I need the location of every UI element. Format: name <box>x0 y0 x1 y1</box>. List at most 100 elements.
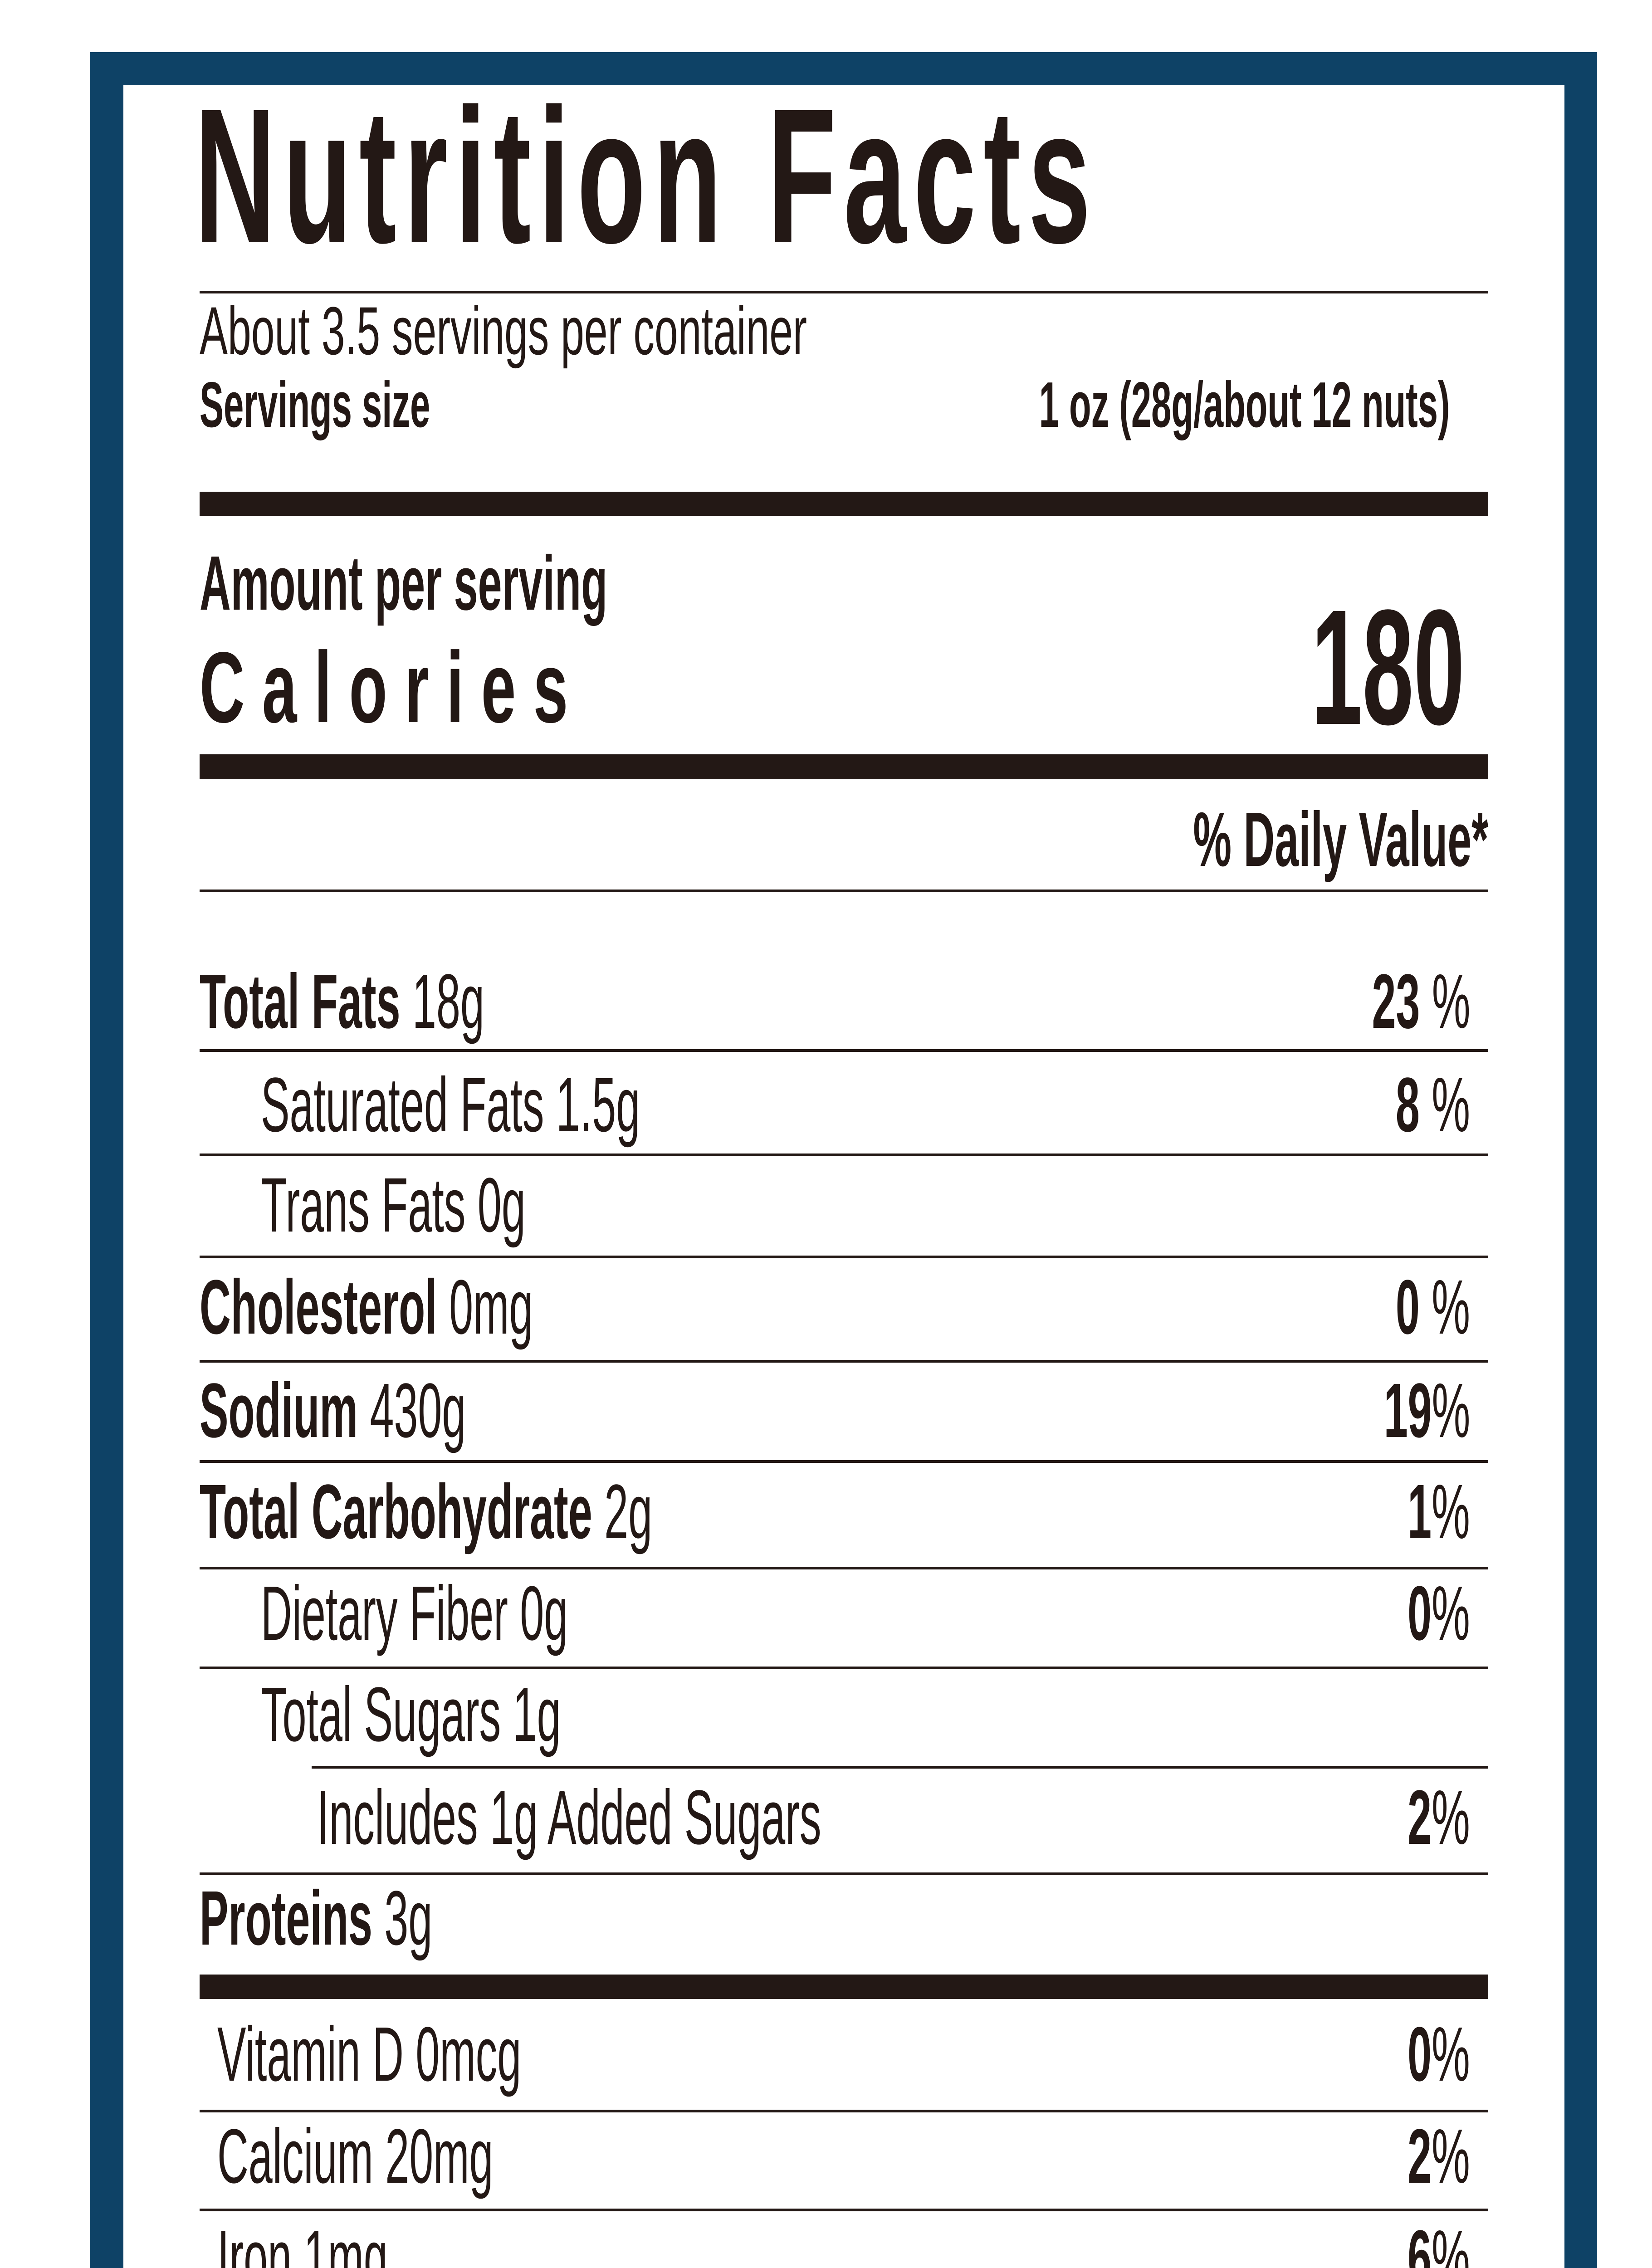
nutrient-dv-added-sugars: 2% <box>1359 1779 1470 1856</box>
dv-sign: % <box>1432 1469 1470 1555</box>
dv-sign: % <box>1432 1368 1470 1454</box>
dv-number: 0 <box>1408 1570 1432 1657</box>
dv-number: 2 <box>1408 2113 1432 2200</box>
nutrient-amount: 0g <box>520 1570 568 1657</box>
dv-number: 1 <box>1408 1469 1432 1555</box>
daily-value-header-text: % Daily Value* <box>1193 797 1488 883</box>
vitamin-name: Vitamin D <box>217 2011 404 2097</box>
row-divider <box>200 1567 1488 1569</box>
label-title: Nutrition Facts <box>195 80 1652 272</box>
daily-value-divider <box>200 890 1488 892</box>
dv-sign: % <box>1432 1774 1470 1861</box>
nutrient-row-added-sugars: Includes 1g Added Sugars <box>317 1779 1217 1856</box>
dv-sign: % <box>1419 1264 1470 1350</box>
nutrient-dv-saturated-fats: 8 % <box>1337 1066 1470 1144</box>
dv-number: 2 <box>1408 1774 1432 1861</box>
nutrient-amount: 1g <box>513 1672 561 1758</box>
row-divider <box>200 1256 1488 1258</box>
vitamin-amount: 0mcg <box>415 2011 522 2097</box>
vitamin-row-vitamin-d: Vitamin D 0mcg <box>217 2016 760 2093</box>
nutrient-dv-total-fats: 23 % <box>1295 963 1470 1040</box>
nutrient-dv-cholesterol: 0 % <box>1337 1269 1470 1346</box>
vitamin-name: Calcium <box>217 2113 373 2200</box>
amount-per-serving-text: Amount per serving <box>200 540 608 626</box>
row-divider <box>200 2209 1488 2211</box>
dv-number: 8 <box>1395 1062 1420 1148</box>
dv-sign: % <box>1419 1062 1470 1148</box>
vitamin-amount: 20mg <box>385 2113 494 2200</box>
nutrient-amount: 430g <box>370 1368 466 1454</box>
nutrient-name: Total Carbohydrate <box>200 1469 592 1555</box>
dv-sign: % <box>1432 2011 1470 2097</box>
dv-number: 23 <box>1372 958 1420 1045</box>
nutrient-name: Total Fats <box>200 958 401 1045</box>
calories-label-text: Calories <box>200 631 586 744</box>
calories-value-text: 180 <box>1311 575 1465 759</box>
nutrient-row-total-carbohydrate: Total Carbohydrate 2g <box>200 1473 1008 1550</box>
serving-size-label-text: Servings size <box>200 369 430 441</box>
vitamin-dv-iron: 6% <box>1359 2219 1470 2268</box>
nutrient-name: Includes 1g Added Sugars <box>317 1774 821 1861</box>
vitamin-dv-vitamin-d: 0% <box>1359 2016 1470 2093</box>
dv-sign: % <box>1432 1570 1470 1657</box>
row-divider <box>200 1460 1488 1463</box>
nutrient-name: Total Sugars <box>261 1672 501 1758</box>
calories-label: Calories <box>200 637 822 738</box>
servings-per-container-text: About 3.5 servings per container <box>200 293 807 369</box>
serving-size-value-text: 1 oz (28g/about 12 nuts) <box>1039 369 1450 441</box>
dv-number: 6 <box>1408 2214 1432 2268</box>
nutrient-name: Proteins <box>200 1875 372 1961</box>
servings-divider <box>200 492 1488 516</box>
amount-per-serving: Amount per serving <box>200 545 928 622</box>
nutrient-amount: 1.5g <box>556 1062 640 1148</box>
calories-value: 180 <box>1191 585 1465 749</box>
vitamin-row-calcium: Calcium 20mg <box>217 2118 710 2195</box>
daily-value-header: % Daily Value* <box>961 801 1488 878</box>
nutrient-row-dietary-fiber: Dietary Fiber 0g <box>261 1575 809 1652</box>
serving-size-label: Servings size <box>200 373 611 437</box>
serving-size-value: 1 oz (28g/about 12 nuts) <box>716 373 1450 437</box>
row-divider <box>200 1667 1488 1669</box>
added-sugars-divider <box>312 1766 1488 1769</box>
nutrient-dv-sodium: 19% <box>1316 1372 1470 1449</box>
nutrient-row-total-sugars: Total Sugars 1g <box>261 1676 797 1753</box>
nutrient-amount: 2g <box>604 1469 653 1555</box>
dv-number: 0 <box>1395 1264 1420 1350</box>
dv-sign: % <box>1419 958 1470 1045</box>
label-title-text: Nutrition Facts <box>195 68 1098 283</box>
vitamins-divider <box>200 1975 1488 1999</box>
nutrient-row-proteins: Proteins 3g <box>200 1880 616 1957</box>
row-divider <box>200 1049 1488 1052</box>
nutrient-row-saturated-fats: Saturated Fats 1.5g <box>261 1066 938 1144</box>
row-divider <box>200 2110 1488 2112</box>
calories-divider <box>200 754 1488 779</box>
servings-per-container: About 3.5 servings per container <box>200 297 1179 365</box>
dv-sign: % <box>1432 2113 1470 2200</box>
nutrient-row-trans-fats: Trans Fats 0g <box>261 1167 733 1244</box>
nutrient-dv-dietary-fiber: 0% <box>1359 1575 1470 1652</box>
vitamin-row-iron: Iron 1mg <box>217 2219 522 2268</box>
row-divider <box>200 1872 1488 1875</box>
nutrient-amount: 3g <box>384 1875 433 1961</box>
nutrient-row-sodium: Sodium 430g <box>200 1372 675 1449</box>
nutrient-name: Dietary Fiber <box>261 1570 508 1657</box>
vitamin-amount: 1mg <box>303 2214 388 2268</box>
nutrient-name: Sodium <box>200 1368 358 1454</box>
nutrient-name: Saturated Fats <box>261 1062 544 1148</box>
vitamin-dv-calcium: 2% <box>1359 2118 1470 2195</box>
nutrient-amount: 0g <box>477 1162 526 1248</box>
title-divider <box>200 291 1488 293</box>
nutrient-row-cholesterol: Cholesterol 0mg <box>200 1269 795 1346</box>
dv-number: 19 <box>1383 1368 1432 1454</box>
nutrient-dv-total-carbohydrate: 1% <box>1359 1473 1470 1550</box>
nutrient-name: Trans Fats <box>261 1162 466 1248</box>
vitamin-name: Iron <box>217 2214 292 2268</box>
dv-number: 0 <box>1408 2011 1432 2097</box>
nutrient-row-total-fats: Total Fats 18g <box>200 963 708 1040</box>
row-divider <box>200 1360 1488 1363</box>
label-panel <box>123 85 1564 2268</box>
nutrient-amount: 0mg <box>449 1264 533 1350</box>
row-divider <box>200 1154 1488 1156</box>
nutrient-amount: 18g <box>412 958 484 1045</box>
dv-sign: % <box>1432 2214 1470 2268</box>
